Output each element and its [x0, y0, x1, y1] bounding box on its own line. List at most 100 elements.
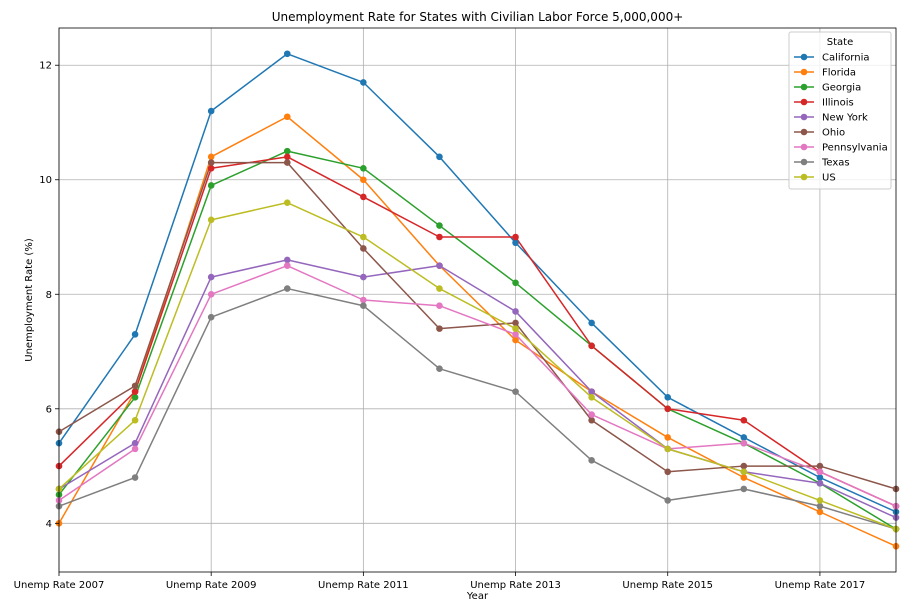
legend-entry-label: Pennsylvania [822, 143, 888, 154]
series-line-ohio [58, 161, 897, 490]
series-line-florida [58, 116, 897, 547]
data-point-pennsylvania [283, 262, 291, 269]
legend-entry-label: California [822, 53, 870, 64]
data-point-ohio [664, 468, 672, 476]
data-point-florida [816, 508, 824, 516]
legend-marker [800, 158, 808, 166]
data-point-illinois [588, 342, 595, 350]
data-point-california [816, 474, 824, 481]
data-point-texas [131, 474, 139, 481]
data-point-texas [588, 457, 595, 464]
series-points [55, 50, 900, 550]
x-tick-label: Unemp Rate 2009 [166, 580, 257, 591]
data-point-ohio [131, 382, 139, 390]
legend-title: State [827, 37, 853, 48]
legend-marker [800, 53, 808, 61]
data-point-georgia [283, 147, 291, 155]
data-point-us [588, 394, 595, 401]
data-point-pennsylvania [816, 468, 824, 476]
data-point-georgia [207, 182, 215, 189]
data-point-ohio [740, 462, 748, 470]
data-point-florida [512, 336, 519, 344]
data-point-new-york [512, 308, 519, 315]
x-tick-label: Unemp Rate 2007 [14, 580, 105, 591]
data-point-florida [283, 113, 291, 121]
data-point-texas [664, 497, 672, 504]
data-point-california [512, 239, 519, 247]
series-line-new-york [58, 259, 897, 519]
data-point-illinois [131, 388, 139, 395]
series-line-texas [58, 287, 897, 530]
y-tick-label: 6 [46, 404, 52, 415]
series-line-california [58, 53, 897, 513]
legend-marker [800, 68, 808, 76]
data-point-us [512, 325, 519, 332]
data-point-georgia [436, 222, 443, 229]
data-point-pennsylvania [436, 302, 443, 310]
axis-ticks: 4 6 8 10 12 Unemp Rate 2007 Unemp Rate 2009 Une… [14, 61, 866, 591]
data-point-us [360, 233, 367, 241]
data-point-georgia [360, 164, 367, 172]
y-tick-label: 8 [46, 290, 52, 301]
data-point-ohio [283, 159, 291, 166]
series-line-illinois [58, 156, 897, 507]
data-point-california [740, 434, 748, 441]
legend-entry-label: New York [822, 113, 868, 124]
x-axis-label: Year [466, 591, 489, 600]
data-point-new-york [360, 273, 367, 281]
data-point-texas [740, 485, 748, 493]
data-point-illinois [283, 153, 291, 161]
plot-frame [58, 27, 897, 573]
x-tick-label: Unemp Rate 2017 [775, 580, 866, 591]
legend-entry-label: Texas [821, 158, 850, 169]
legend-items: California Florida Georgia Illinois New York… [794, 53, 888, 184]
data-point-texas [436, 365, 443, 373]
data-point-us [664, 445, 672, 453]
legend-marker [800, 83, 808, 91]
data-point-pennsylvania [740, 439, 748, 447]
data-point-florida [664, 434, 672, 441]
legend-entry-label: Georgia [822, 83, 861, 94]
legend-marker [800, 143, 808, 151]
y-tick-label: 12 [39, 61, 52, 72]
data-point-us [816, 497, 824, 504]
y-tick-label: 10 [39, 175, 52, 186]
data-point-new-york [131, 439, 139, 447]
legend-marker [800, 173, 808, 181]
data-point-illinois [207, 164, 215, 172]
legend-box [788, 31, 892, 190]
data-point-california [436, 153, 443, 161]
data-point-california [283, 50, 291, 58]
y-tick-label: 4 [46, 519, 52, 530]
data-point-pennsylvania [131, 445, 139, 453]
data-point-illinois [436, 233, 443, 241]
series-line-georgia [58, 150, 897, 530]
data-point-florida [207, 153, 215, 161]
series-line-pennsylvania [58, 264, 897, 507]
legend-marker [800, 113, 808, 121]
data-point-florida [740, 474, 748, 481]
data-point-us [207, 216, 215, 224]
data-point-illinois [740, 416, 748, 424]
data-point-california [588, 319, 595, 327]
data-point-ohio [816, 462, 824, 470]
data-point-georgia [512, 279, 519, 287]
legend-entry-label: Ohio [822, 128, 845, 139]
legend: State California Florida Georgia Illinois Ne… [788, 31, 892, 190]
data-point-pennsylvania [360, 296, 367, 304]
data-point-ohio [360, 245, 367, 252]
data-point-california [360, 79, 367, 86]
grid [58, 28, 896, 572]
data-point-texas [207, 313, 215, 321]
legend-marker [800, 128, 808, 136]
y-axis-label: Unemployment Rate (%) [24, 238, 35, 362]
legend-entry-label: Florida [822, 68, 856, 79]
data-point-florida [360, 176, 367, 184]
data-point-california [207, 107, 215, 115]
data-point-new-york [436, 262, 443, 269]
data-point-pennsylvania [207, 290, 215, 298]
data-point-texas [816, 502, 824, 510]
series-line-us [58, 201, 897, 530]
